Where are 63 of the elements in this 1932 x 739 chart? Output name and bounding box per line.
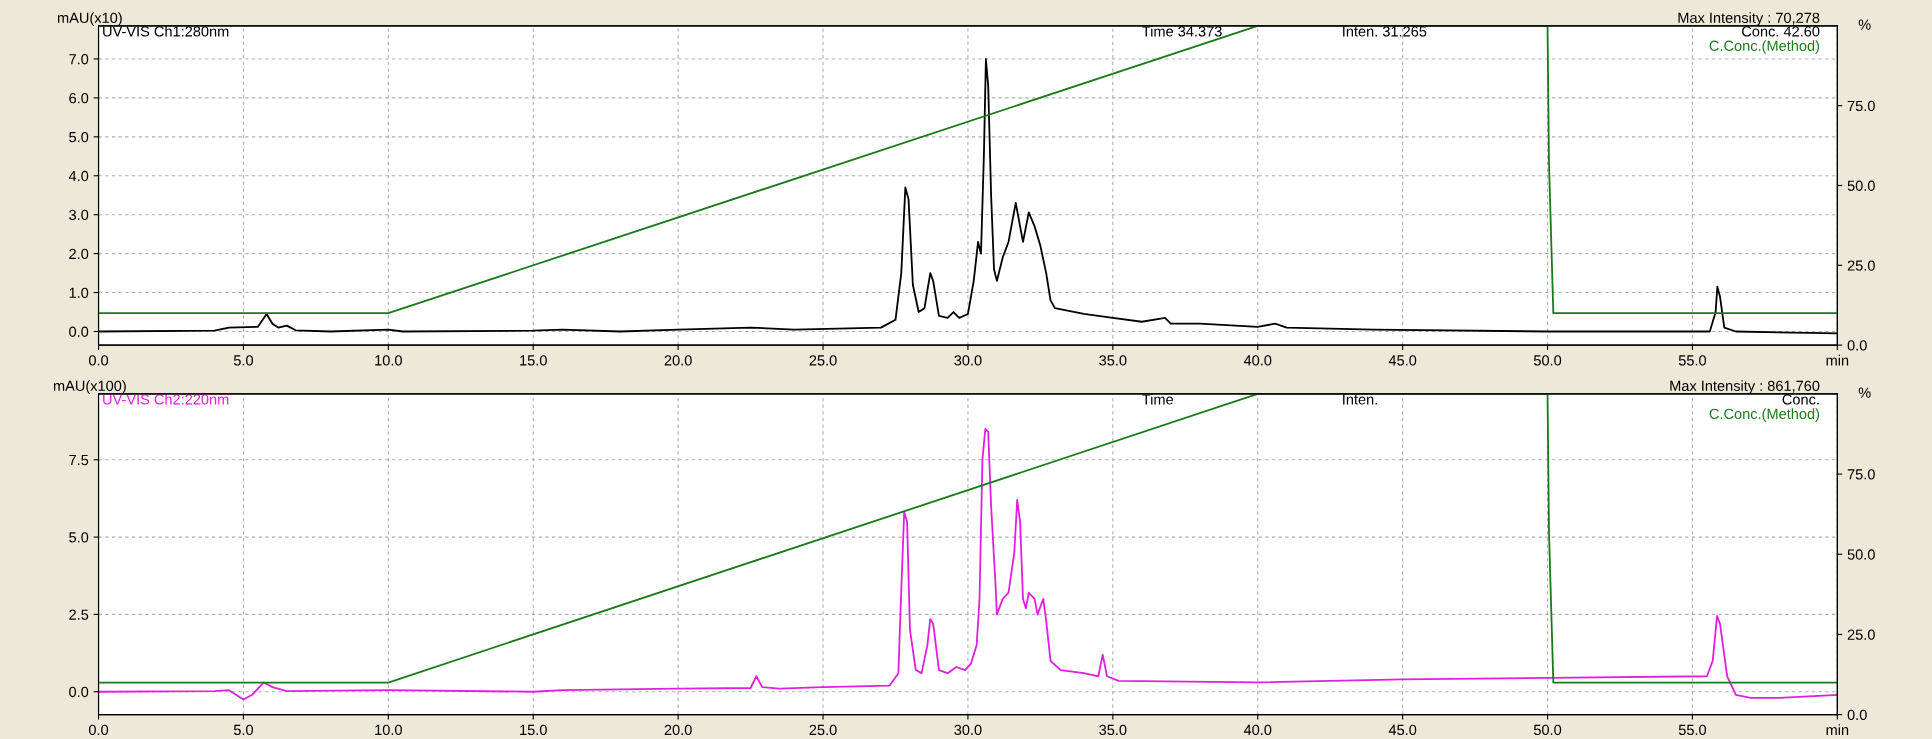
y-axis-title: mAU(x10)	[57, 12, 122, 26]
x-tick-label: min	[1826, 354, 1849, 366]
y2-tick-label: 0.0	[1847, 340, 1867, 351]
y-tick-label: 0.0	[69, 326, 89, 337]
x-tick-label: 25.0	[809, 724, 837, 736]
y2-tick-label: 25.0	[1847, 260, 1875, 271]
x-tick-label: 30.0	[954, 355, 982, 366]
x-tick-label: 5.0	[233, 724, 253, 736]
y2-axis-title: %	[1858, 19, 1871, 30]
x-tick-label: 20.0	[664, 724, 692, 736]
line-series	[98, 427, 1838, 701]
x-tick-label: 5.0	[233, 355, 253, 366]
x-tick-label: 50.0	[1533, 724, 1562, 736]
x-tick-label: 50.0	[1533, 355, 1562, 366]
y-tick-label: 1.0	[69, 287, 89, 298]
y-tick-label: 3.0	[69, 209, 89, 221]
text: UV-VIS Ch1:280nm	[103, 25, 229, 37]
y2-tick-label: 0.0	[1847, 709, 1867, 721]
x-tick-label: 10.0	[375, 355, 402, 366]
y-axis-title: mAU(x100)	[53, 380, 126, 394]
x-tick-label: 10.0	[375, 724, 402, 736]
annotation: Conc. 42.60	[1742, 26, 1820, 37]
y-tick-label: 4.0	[68, 170, 89, 182]
y-tick-label: 2.5	[69, 609, 89, 620]
x-tick-label: 25.0	[809, 355, 837, 366]
y-tick-label: 7.5	[69, 455, 89, 466]
annotation: Inten. 31.265	[1343, 26, 1427, 37]
x-tick-label: 15.0	[520, 355, 547, 366]
annotation: Conc.	[1782, 394, 1819, 405]
y2-axis-title: %	[1858, 387, 1871, 398]
y-tick-label: 2.0	[69, 248, 89, 260]
y2-tick-label: 75.0	[1847, 469, 1875, 480]
annotation: Inten.	[1343, 394, 1377, 405]
x-tick-label: 20.0	[664, 355, 692, 366]
x-tick-label: min	[1826, 724, 1849, 735]
text: Max Intensity : 70,278	[1678, 12, 1820, 26]
x-tick-label: 55.0	[1678, 724, 1707, 736]
y-tick-label: 5.0	[69, 532, 89, 543]
annotation: Time 34.373	[1142, 25, 1222, 37]
x-tick-label: 15.0	[520, 724, 547, 736]
x-tick-label: 35.0	[1099, 724, 1127, 736]
y2-tick-label: 50.0	[1847, 549, 1875, 560]
x-tick-label: 35.0	[1099, 355, 1127, 366]
y-tick-label: 6.0	[69, 92, 89, 104]
x-tick-label: 40.0	[1243, 724, 1272, 736]
y2-tick-label: 25.0	[1847, 629, 1875, 640]
annotation: Time	[1142, 393, 1174, 405]
x-tick-label: 0.0	[88, 724, 109, 736]
text: UV-VIS Ch2:220nm	[103, 393, 229, 405]
x-tick-label: 30.0	[954, 724, 982, 736]
x-tick-label: 55.0	[1678, 355, 1707, 366]
y-tick-label: 7.0	[69, 54, 89, 65]
text: C.Conc.(Method)	[1709, 40, 1820, 54]
x-tick-label: 40.0	[1243, 355, 1272, 366]
y2-tick-label: 50.0	[1847, 180, 1875, 191]
x-tick-label: 45.0	[1388, 355, 1417, 366]
y2-tick-label: 75.0	[1847, 100, 1875, 112]
y-tick-label: 5.0	[69, 131, 89, 143]
x-tick-label: 0.0	[88, 355, 109, 366]
x-tick-label: 45.0	[1388, 724, 1417, 736]
annotation: Max Intensity : 861,760	[1670, 380, 1820, 394]
y-tick-label: 0.0	[69, 686, 89, 698]
text: C.Conc.(Method)	[1709, 408, 1820, 422]
